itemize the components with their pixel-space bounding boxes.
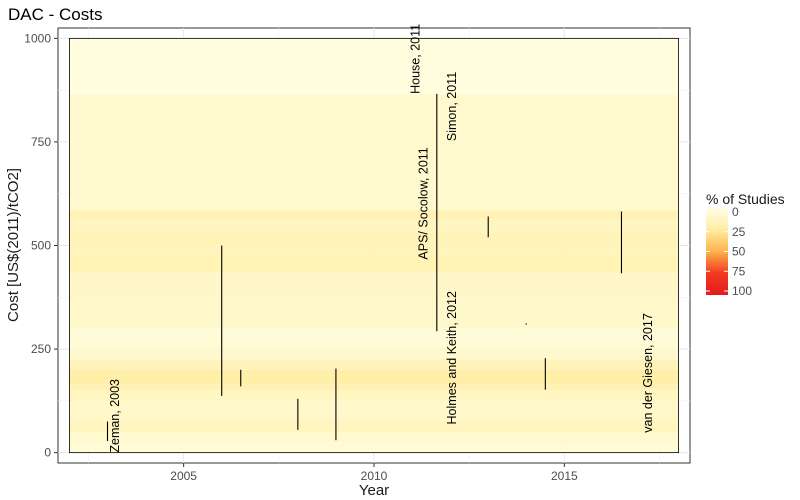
y-tick-label: 750 [31,135,51,149]
study-label: Zeman, 2003 [108,379,122,453]
density-band [69,338,679,350]
study-labels: Zeman, 2003 House, 2011 APS/ Socolow, 2011… [108,24,655,453]
density-band [69,286,679,298]
density-band [69,210,679,219]
density-band [69,390,679,401]
density-band [69,243,679,254]
x-axis-title: Year [359,482,389,499]
x-tick-label: 2005 [170,469,197,483]
legend-label: 25 [732,225,746,239]
study-label: APS/ Socolow, 2011 [416,147,430,259]
density-band [69,349,679,360]
density-band [69,359,679,370]
density-band [69,94,679,211]
density-band [69,442,679,453]
density-band [69,400,679,412]
legend-label: 50 [732,245,746,259]
x-tick-label: 2010 [361,469,388,483]
y-tick-label: 0 [44,446,51,460]
density-band [69,421,679,432]
legend-label: 75 [732,264,746,278]
density-band [69,218,679,234]
study-label: House, 2011 [409,24,423,94]
density-band [69,328,679,339]
y-axis-title: Cost [US$(2011)/tCO2] [5,168,22,322]
density-band [69,272,679,287]
y-tick-label: 250 [31,342,51,356]
cost-ranges [106,93,623,442]
study-label: van der Giesen, 2017 [641,313,655,433]
study-label: Simon, 2011 [445,72,459,141]
density-band [69,411,679,422]
axes: 2005 2010 2015 0 250 500 750 1000 [24,31,578,483]
density-band [69,233,679,244]
legend-label: 0 [732,205,739,219]
density-band [69,38,679,95]
density-band [69,297,679,329]
legend-title: % of Studies [706,191,785,207]
density-band [69,431,679,443]
density-band [69,253,679,273]
y-tick-label: 1000 [24,31,51,45]
study-area-outline [69,37,679,454]
legend-label: 100 [732,284,752,298]
y-tick-label: 500 [31,239,51,253]
study-label: Holmes and Keith, 2012 [445,291,459,424]
density-bands [69,37,679,454]
chart-title: DAC - Costs [8,5,102,24]
density-band [69,369,679,385]
legend-colorbar [706,208,728,295]
x-tick-label: 2015 [551,469,578,483]
density-band [69,384,679,391]
